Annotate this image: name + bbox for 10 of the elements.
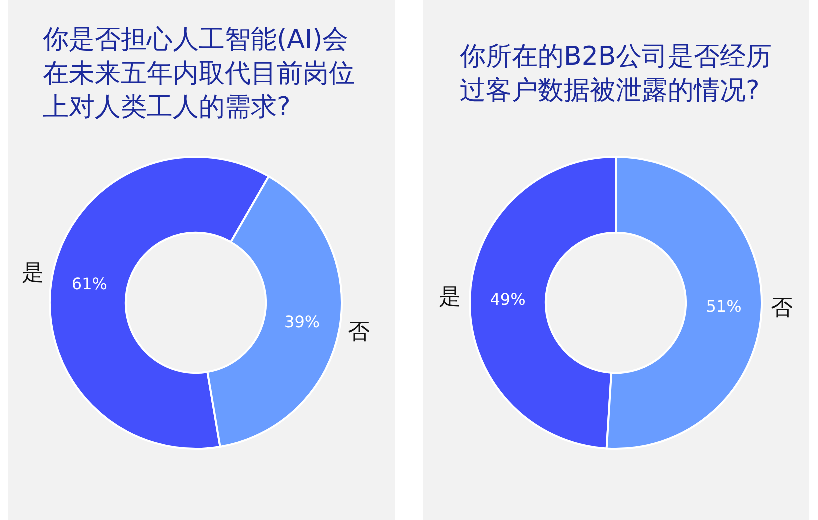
chart-title: 你所在的B2B公司是否经历过客户数据被泄露的情况? xyxy=(459,42,772,106)
data-label: 39% xyxy=(284,312,320,332)
chart-title: 你是否担心人工智能(AI)会在未来五年内取代目前岗位上对人类工人的需求? xyxy=(42,25,355,123)
slice-label: 是 xyxy=(439,285,461,310)
data-label: 49% xyxy=(490,290,526,310)
slice-label: 否 xyxy=(771,296,793,321)
slice-label: 否 xyxy=(348,320,370,345)
slice-label: 是 xyxy=(22,261,44,286)
data-label: 61% xyxy=(72,274,108,294)
data-label: 51% xyxy=(706,296,742,316)
